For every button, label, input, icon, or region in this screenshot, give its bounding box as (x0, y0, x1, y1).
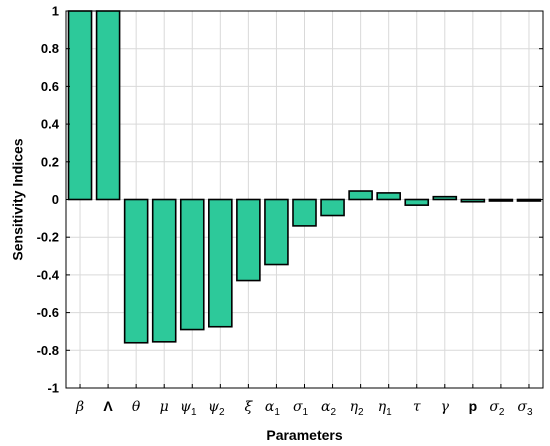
bar (376, 192, 401, 201)
y-tick-label: -1 (47, 381, 59, 396)
bar (404, 198, 430, 206)
bar (488, 198, 514, 202)
x-tick-subscript: 2 (358, 407, 364, 418)
y-tick-label: 1 (52, 4, 59, 19)
x-tick-label: ξ (245, 399, 254, 415)
bar (208, 198, 233, 328)
x-tick-label: μ (160, 399, 169, 415)
bar (123, 198, 149, 344)
x-tick-label: α2 (321, 399, 336, 418)
bar (151, 198, 177, 343)
x-tick-label: θ (132, 399, 141, 415)
y-tick-label: -0.8 (37, 343, 59, 358)
x-tick-label: σ2 (489, 399, 505, 418)
x-tick-subscript: 2 (499, 407, 505, 418)
x-tick-subscript: 1 (303, 407, 309, 418)
x-tick-label: ψ1 (180, 399, 197, 418)
bar (516, 198, 542, 202)
bar (179, 198, 205, 331)
x-tick-label: α1 (265, 399, 280, 418)
x-tick-label: τ (413, 399, 421, 415)
y-axis-ticks: -1 -0.8 -0.6 -0.4 -0.2 0 0.2 0.4 0.6 0.8 1 (37, 4, 543, 396)
x-tick-subscript: 1 (191, 407, 197, 418)
y-tick-label: -0.2 (37, 230, 59, 245)
x-tick-subscript: 1 (274, 407, 280, 418)
x-tick-subscript: 2 (219, 407, 225, 418)
x-tick-label: σ1 (293, 399, 309, 418)
x-tick-label: γ (441, 399, 450, 415)
y-tick-label: -0.4 (37, 267, 60, 282)
y-axis-title: Sensitivity Indices (10, 138, 26, 260)
x-axis-title: Parameters (266, 427, 342, 443)
x-tick-label: β (75, 399, 84, 415)
bar (432, 195, 458, 201)
x-tick-label: η2 (350, 399, 364, 418)
bar (67, 10, 93, 201)
bars (67, 10, 542, 344)
x-tick-subscript: 1 (386, 407, 392, 418)
bar (95, 10, 121, 201)
bar (292, 198, 317, 227)
x-tick-label: σ3 (517, 399, 533, 418)
y-tick-label: 0.4 (41, 117, 60, 132)
bar (348, 190, 373, 201)
x-tick-label: p (469, 398, 478, 414)
y-tick-label: 0.2 (41, 154, 59, 169)
bar (236, 198, 261, 282)
y-tick-label: -0.6 (37, 305, 59, 320)
y-tick-label: 0.8 (41, 41, 59, 56)
x-tick-label: ψ2 (208, 399, 225, 418)
bar (320, 198, 345, 217)
y-tick-label: 0.6 (41, 79, 59, 94)
x-tick-subscript: 3 (527, 407, 533, 418)
x-tick-label: η1 (378, 399, 392, 418)
x-tick-label: Λ (103, 398, 113, 414)
x-tick-subscript: 2 (331, 407, 337, 418)
y-tick-label: 0 (52, 192, 59, 207)
bar (264, 198, 289, 266)
bar (460, 198, 486, 203)
